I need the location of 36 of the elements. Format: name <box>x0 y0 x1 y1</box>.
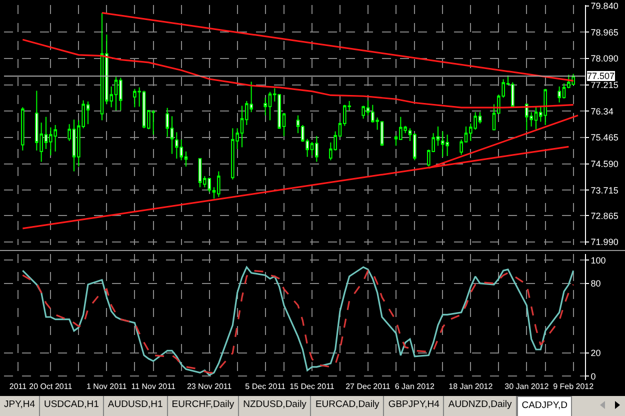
x-tick-label: 27 Dec 2011 <box>346 382 391 391</box>
text: AUDUSD,H1 <box>104 396 168 416</box>
ref-line-label: 77.507 <box>587 71 615 81</box>
text: JPY,H4 <box>0 396 40 416</box>
y-tick-label: 100 <box>590 255 606 266</box>
text: AUDNZD,Daily <box>444 396 517 416</box>
y-tick-label: 0 <box>590 371 596 382</box>
y-tick-label: 72.865 <box>590 210 618 221</box>
text: NZDUSD,Daily <box>239 396 312 416</box>
y-tick-label: 71.990 <box>590 237 618 248</box>
y-tick-label: 78.090 <box>590 54 618 64</box>
y-tick-label: 79.840 <box>590 1 618 12</box>
x-tick-label: 6 Jan 2012 <box>394 382 436 391</box>
x-tick-label: 15 Dec 2011 <box>290 382 335 391</box>
x-tick-label: 5 Dec 2011 <box>245 382 286 391</box>
x-tick-label: 2011 <box>9 382 28 391</box>
text: EURCHF,Daily <box>168 396 240 416</box>
x-tick-label: 23 Nov 2011 <box>186 382 232 391</box>
x-tick-label: 1 Nov 2011 <box>86 382 128 391</box>
y-tick-label: 76.34 <box>590 106 614 116</box>
y-tick-label: 75.465 <box>590 132 618 143</box>
y-tick-label: 73.715 <box>590 185 618 196</box>
x-tick-label: 30 Jan 2012 <box>504 382 550 391</box>
text: GBPJPY,H4 <box>384 396 444 416</box>
x-tick-label: 9 Feb 2012 <box>553 382 594 391</box>
x-tick-label: 20 Oct 2011 <box>29 382 73 391</box>
x-tick-label: 11 Nov 2011 <box>131 382 176 391</box>
text: EURCAD,Daily <box>311 396 384 416</box>
text: USDCAD,H1 <box>40 396 104 416</box>
y-tick-label: 80 <box>590 278 601 288</box>
y-tick-label: 74.590 <box>590 158 618 169</box>
y-tick-label: 77.215 <box>590 80 618 90</box>
text: CADJPY,D <box>516 396 572 416</box>
y-tick-label: 78.965 <box>590 27 618 38</box>
x-tick-label: 18 Jan 2012 <box>448 382 494 391</box>
y-tick-label: 20 <box>590 348 601 358</box>
